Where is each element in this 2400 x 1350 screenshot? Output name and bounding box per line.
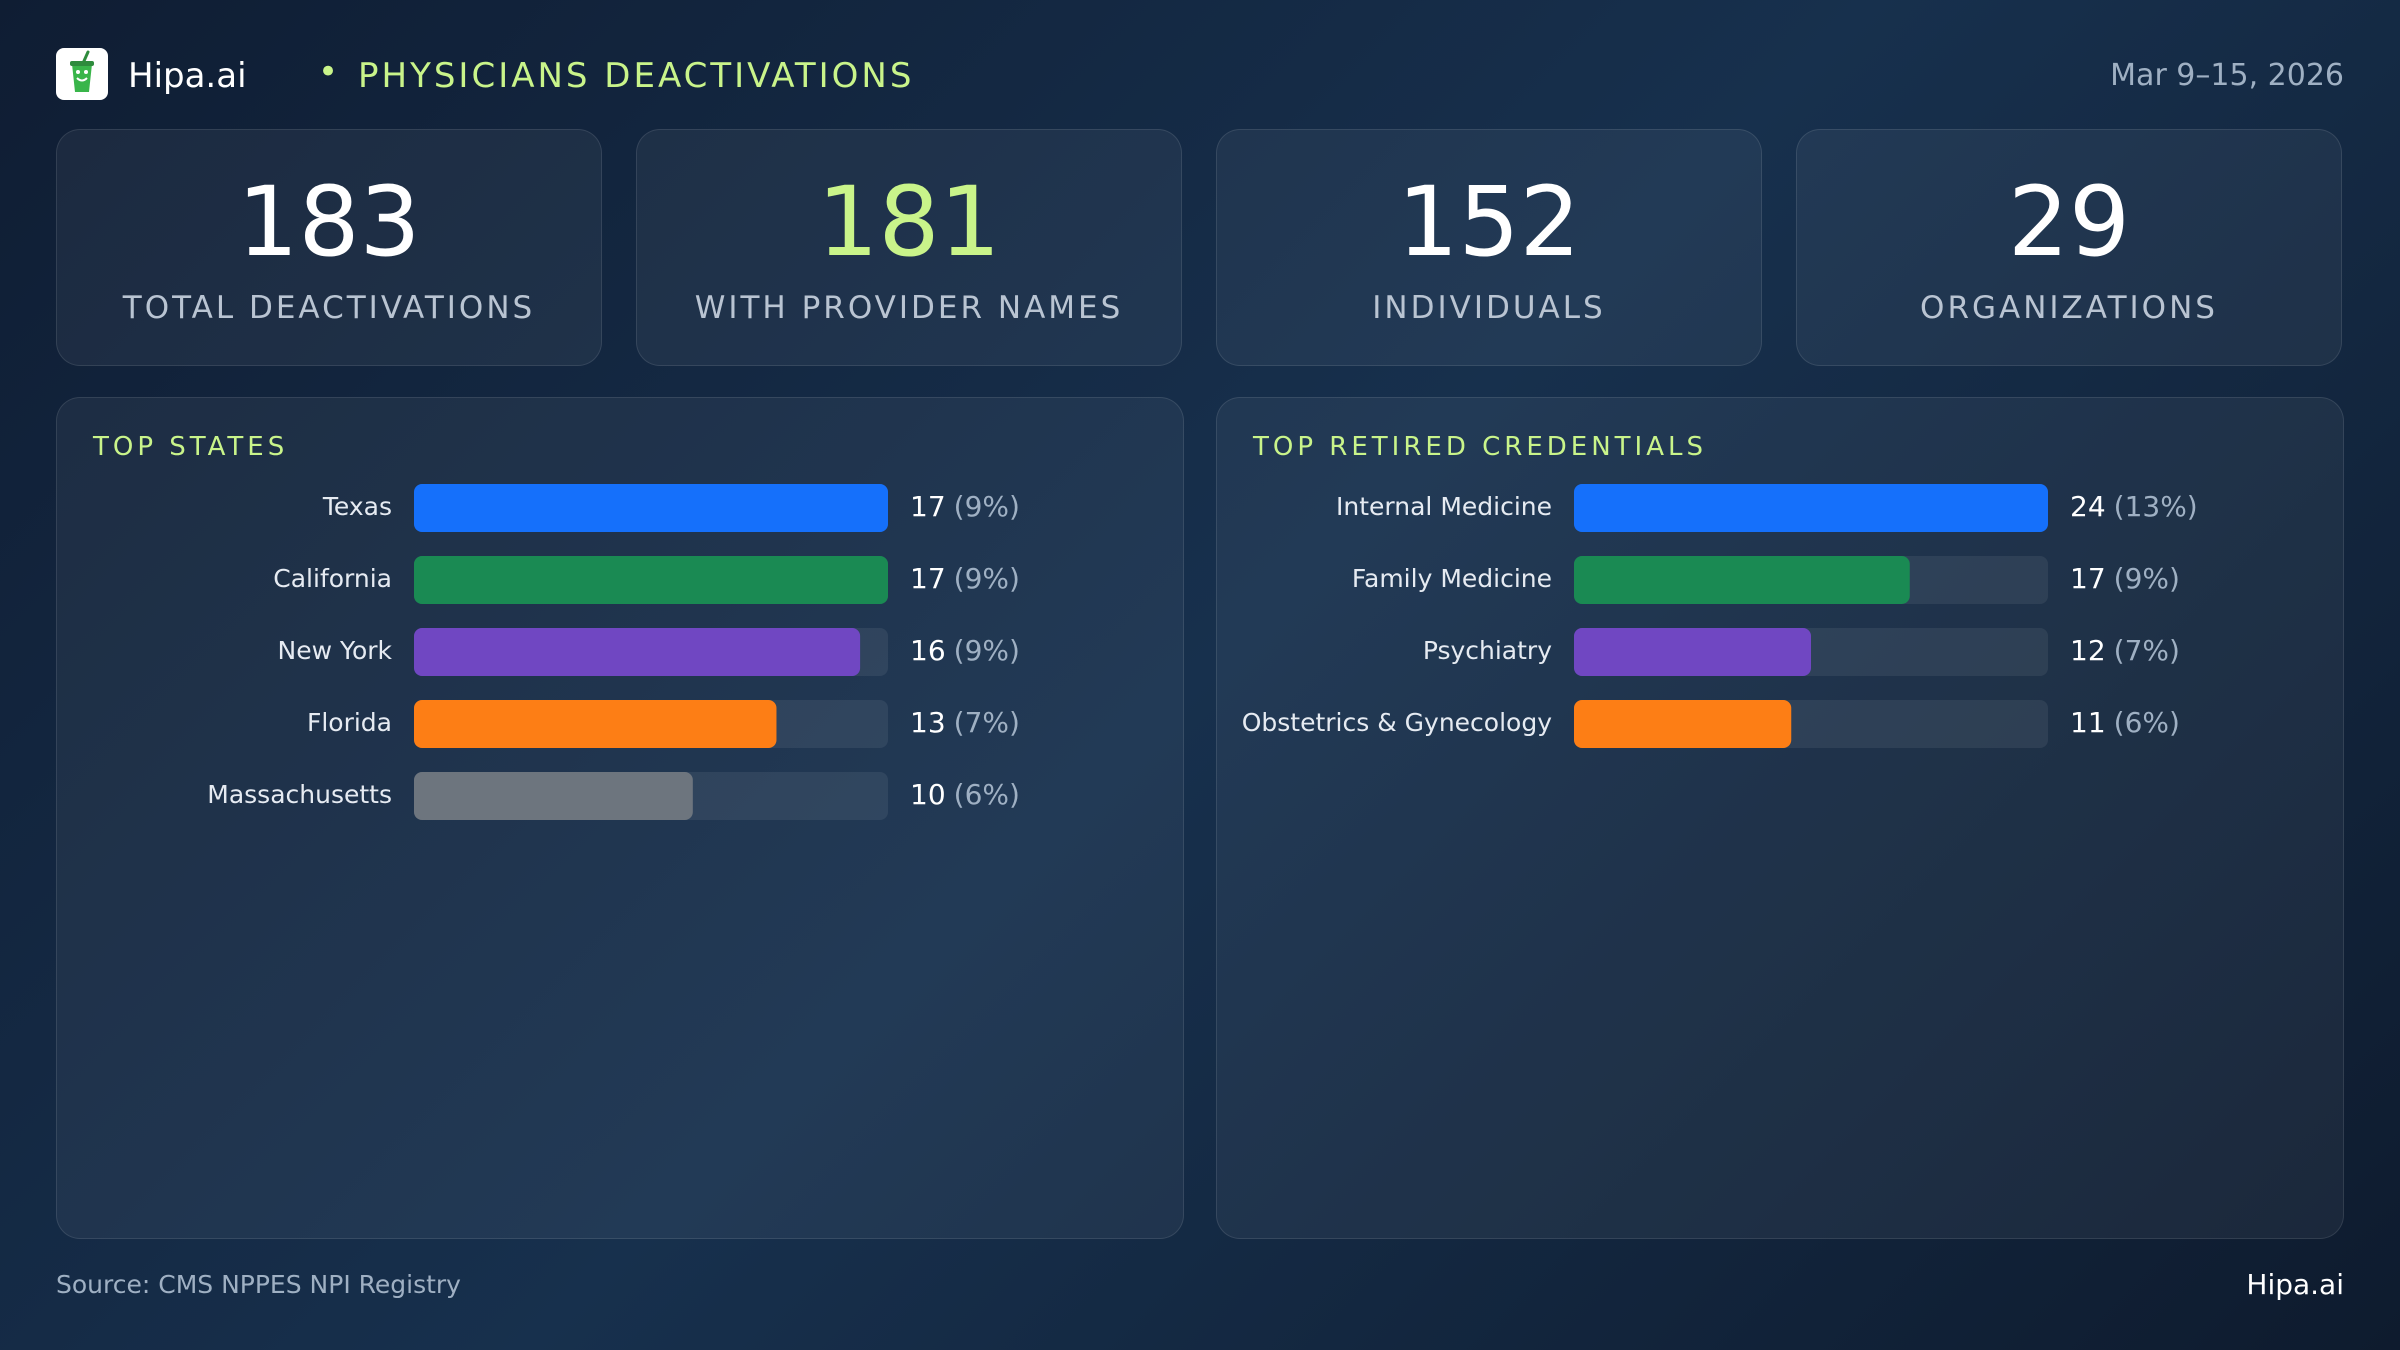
value-count: 17 [910,562,946,595]
bar [1574,556,1910,604]
bar [414,700,777,748]
top-credentials-panel: TOP RETIRED CREDENTIALS Internal Medicin… [1216,397,2344,1239]
value-label: 17 (9%) [910,490,1020,523]
value-percent: (6%) [954,778,1020,811]
bar [1574,484,2048,532]
category-label: New York [278,636,393,665]
page-title: PHYSICIANS DEACTIVATIONS [358,56,915,96]
kpi-label: TOTAL DEACTIVATIONS [122,290,536,326]
value-label: 11 (6%) [2070,706,2180,739]
kpi-value: 183 [237,166,421,278]
top-states-chart: Texas 17 (9%)California 17 (9%)New York 16 (9%… [207,484,1020,820]
value-percent: (13%) [2114,490,2198,523]
panel-title: TOP RETIRED CREDENTIALS [1253,432,1707,462]
value-count: 17 [2070,562,2106,595]
header-separator: • [318,52,339,92]
top-states-panel: TOP STATES Texas 17 (9%) California 17 (9%) Ne… [56,397,1184,1239]
category-label: Texas [322,492,392,521]
brand-name: Hipa.ai [128,56,247,96]
value-label: 17 (9%) [2070,562,2180,595]
bar [1574,628,1811,676]
panel-title: TOP STATES [93,432,289,462]
kpi-value: 152 [1397,166,1581,278]
header: Hipa.ai • PHYSICIANS DEACTIVATIONS Mar 9… [56,48,2344,102]
value-count: 13 [910,706,946,739]
kpi-card-with-provider-names: 181 WITH PROVIDER NAMES [636,129,1182,366]
kpi-label: ORGANIZATIONS [1920,290,2218,326]
value-percent: (6%) [2114,706,2180,739]
value-count: 17 [910,490,946,523]
value-percent: (9%) [954,562,1020,595]
bar [414,772,693,820]
value-label: 12 (7%) [2070,634,2180,667]
value-label: 24 (13%) [2070,490,2198,523]
value-count: 24 [2070,490,2106,523]
value-label: 17 (9%) [910,562,1020,595]
kpi-label: INDIVIDUALS [1372,290,1606,326]
category-label: Florida [307,708,392,737]
value-percent: (7%) [2114,634,2180,667]
value-label: 13 (7%) [910,706,1020,739]
source-note: Source: CMS NPPES NPI Registry [56,1270,461,1299]
bar [414,556,888,604]
bar [1574,700,1792,748]
category-label: Internal Medicine [1336,492,1552,521]
date-range: Mar 9–15, 2026 [2110,58,2344,93]
value-count: 16 [910,634,946,667]
category-label: Psychiatry [1423,636,1552,665]
footer-brand: Hipa.ai [2246,1268,2344,1301]
top-credentials-chart: Internal Medicine 24 (13%) Family Medicine 1… [1242,484,2198,748]
bar [414,484,888,532]
value-percent: (7%) [954,706,1020,739]
category-label: Obstetrics & Gynecology [1242,708,1552,737]
value-label: 10 (6%) [910,778,1020,811]
value-percent: (9%) [954,634,1020,667]
value-percent: (9%) [2114,562,2180,595]
value-percent: (9%) [954,490,1020,523]
kpi-label: WITH PROVIDER NAMES [694,290,1124,326]
kpi-card-individuals: 152 INDIVIDUALS [1216,129,1762,366]
kpi-value: 29 [2007,166,2131,278]
kpi-card-total: 183 TOTAL DEACTIVATIONS [56,129,602,366]
kpi-card-organizations: 29 ORGANIZATIONS [1796,129,2342,366]
value-count: 11 [2070,706,2106,739]
category-label: Family Medicine [1352,564,1552,593]
value-count: 10 [910,778,946,811]
kpi-value: 181 [817,166,1001,278]
bar [414,628,861,676]
brand-logo-icon [56,48,108,100]
value-label: 16 (9%) [910,634,1020,667]
category-label: Massachusetts [207,780,392,809]
category-label: California [273,564,392,593]
value-count: 12 [2070,634,2106,667]
